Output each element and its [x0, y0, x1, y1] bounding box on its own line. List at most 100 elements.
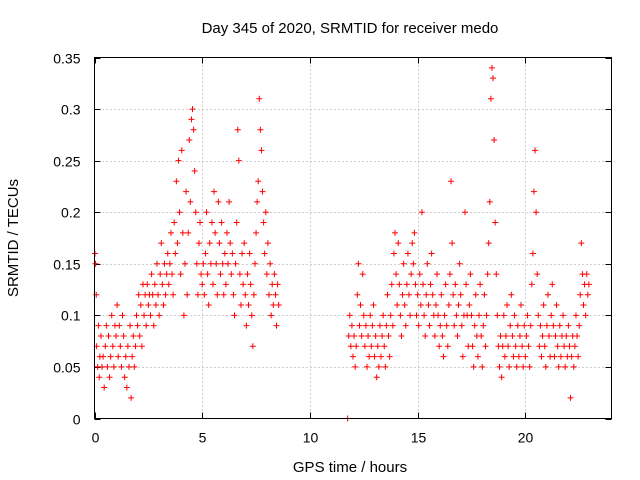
data-point [439, 332, 446, 339]
data-point [242, 291, 249, 298]
data-point [130, 332, 137, 339]
data-point [346, 312, 353, 319]
data-point [176, 209, 183, 216]
data-point [234, 126, 241, 133]
data-point [408, 271, 415, 278]
data-point [235, 157, 242, 164]
y-tick-label: 0.05 [53, 360, 80, 376]
data-point [236, 271, 243, 278]
data-point [364, 363, 371, 370]
x-tick-label: 15 [411, 430, 427, 446]
data-point [103, 322, 110, 329]
data-point [345, 332, 352, 339]
data-point [362, 322, 369, 329]
data-point [153, 260, 160, 267]
data-point [208, 219, 215, 226]
data-point [438, 291, 445, 298]
data-point [505, 343, 512, 350]
data-point [381, 343, 388, 350]
data-point [178, 147, 185, 154]
data-point [97, 332, 104, 339]
data-point [456, 260, 463, 267]
data-point [435, 312, 442, 319]
y-tick-label: 0.25 [53, 154, 80, 170]
plot-frame [94, 57, 612, 419]
data-point [163, 271, 170, 278]
data-point [95, 322, 102, 329]
data-point [401, 302, 408, 309]
data-point [411, 229, 418, 236]
data-point [481, 291, 488, 298]
data-point [226, 198, 233, 205]
data-point [229, 250, 236, 257]
data-point [271, 271, 278, 278]
data-point [360, 312, 367, 319]
data-point [414, 291, 421, 298]
data-point [525, 343, 532, 350]
data-point [131, 363, 138, 370]
data-point [220, 291, 227, 298]
data-point [449, 240, 456, 247]
data-point [215, 198, 222, 205]
data-point [524, 312, 531, 319]
data-point [237, 302, 244, 309]
data-point [498, 374, 505, 381]
data-point [110, 363, 117, 370]
data-point [552, 332, 559, 339]
data-point [227, 240, 234, 247]
data-point [445, 302, 452, 309]
data-point [404, 250, 411, 257]
data-point [137, 302, 144, 309]
data-point [398, 332, 405, 339]
data-point [243, 322, 250, 329]
data-point [260, 219, 267, 226]
data-point [484, 271, 491, 278]
data-point [219, 260, 226, 267]
data-point [382, 363, 389, 370]
data-point [187, 198, 194, 205]
data-point [350, 353, 356, 360]
data-point [571, 343, 578, 350]
data-point [99, 363, 106, 370]
data-point [104, 363, 111, 370]
y-tick-label: 0.3 [61, 102, 81, 118]
data-point [102, 343, 109, 350]
data-point [269, 281, 276, 288]
data-point [386, 353, 393, 360]
data-point [366, 353, 373, 360]
data-point [508, 291, 515, 298]
data-point [181, 260, 188, 267]
data-point [459, 353, 466, 360]
data-point [497, 332, 504, 339]
data-point [429, 291, 436, 298]
data-point [376, 322, 383, 329]
data-point [443, 322, 450, 329]
data-point [492, 219, 499, 226]
data-point [412, 281, 419, 288]
data-point [246, 250, 253, 257]
data-point [384, 291, 391, 298]
data-point [151, 281, 158, 288]
data-point [421, 312, 428, 319]
data-point [422, 332, 429, 339]
data-point [174, 240, 181, 247]
data-point [92, 260, 99, 267]
data-point [162, 291, 169, 298]
data-point [124, 343, 131, 350]
data-point [466, 302, 473, 309]
data-point [190, 126, 197, 133]
data-points [91, 64, 592, 422]
data-point [551, 353, 558, 360]
data-point [183, 188, 190, 195]
data-point [530, 188, 537, 195]
data-point [469, 343, 476, 350]
data-point [388, 281, 395, 288]
chart-title: Day 345 of 2020, SRMTID for receiver med… [202, 20, 499, 37]
data-point [420, 281, 427, 288]
data-point [214, 291, 221, 298]
data-point [379, 332, 386, 339]
data-point [259, 188, 266, 195]
data-point [556, 322, 563, 329]
data-point [107, 353, 114, 360]
data-point [167, 229, 174, 236]
